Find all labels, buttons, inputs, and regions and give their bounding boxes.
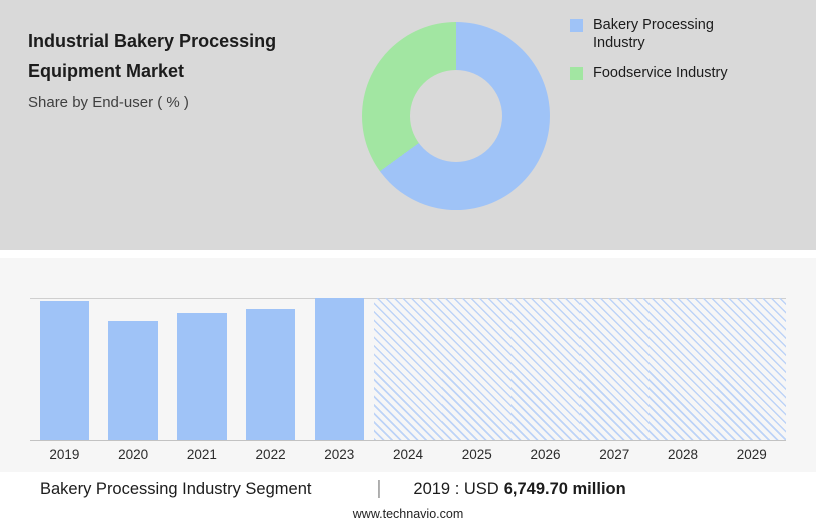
bar-slot-2020 [99, 298, 168, 440]
x-label-2024: 2024 [393, 447, 424, 462]
x-axis-labels: 2019 2020 2021 2022 2023 2024 2025 2026 2027 2028… [30, 447, 786, 462]
legend-swatch-blue-icon [570, 19, 583, 32]
bar-slot-2029 [717, 298, 787, 440]
x-label-2019: 2019 [49, 447, 80, 462]
bar-plot [30, 298, 787, 440]
x-label-2022: 2022 [255, 447, 286, 462]
x-label-2025: 2025 [461, 447, 492, 462]
donut-section: Industrial Bakery Processing Equipment M… [0, 0, 816, 250]
forecast-bar-2025 [442, 298, 512, 440]
donut-chart [362, 22, 550, 210]
website-url: www.technavio.com [352, 507, 464, 521]
x-label-2027: 2027 [599, 447, 630, 462]
x-axis-line [30, 440, 786, 441]
separator: | [376, 478, 382, 499]
bar-chart-section: 2019 2020 2021 2022 2023 2024 2025 2026 2027 2028… [0, 258, 816, 472]
bar-slot-2021 [167, 298, 236, 440]
value-amount: 6,749.70 million [503, 479, 626, 498]
x-label-2023: 2023 [324, 447, 355, 462]
bar-2021 [177, 313, 227, 440]
bar-2022 [245, 309, 296, 440]
bar-2019 [39, 301, 90, 440]
forecast-bar-2024 [373, 298, 443, 440]
x-label-2029: 2029 [736, 447, 767, 462]
donut-hole [410, 70, 502, 162]
bar-slot-2022 [236, 298, 305, 440]
bar-slot-2028 [648, 298, 718, 440]
x-label-2020: 2020 [118, 447, 149, 462]
legend-label-foodservice: Foodservice Industry [593, 65, 728, 82]
legend-label-bakery: Bakery Processing Industry [593, 17, 714, 52]
bar-slot-2019 [30, 298, 99, 440]
bar-slot-2024 [373, 298, 443, 440]
page-title-line-1: Industrial Bakery Processing [28, 31, 277, 51]
legend: Bakery Processing Industry Foodservice I… [570, 16, 758, 94]
legend-item-foodservice: Foodservice Industry [570, 64, 758, 82]
legend-swatch-green-icon [570, 67, 583, 81]
bar-slot-2027 [579, 298, 649, 440]
page-subtitle: Share by End-user ( % ) [28, 94, 189, 111]
forecast-bar-2026 [511, 298, 580, 440]
forecast-bar-2027 [579, 298, 649, 440]
bar-slot-2025 [442, 298, 512, 440]
caption-bar: Bakery Processing Industry Segment | 201… [0, 472, 816, 506]
bar-slot-2023 [305, 298, 374, 440]
x-label-2021: 2021 [186, 447, 217, 462]
page-title-line-2: Equipment Market [28, 61, 185, 81]
forecast-bar-2029 [717, 298, 787, 440]
value-2019: 2019 : USD 6,749.70 million [413, 480, 625, 499]
forecast-bar-2028 [648, 298, 718, 440]
x-label-2026: 2026 [530, 447, 561, 462]
x-label-2028: 2028 [667, 447, 698, 462]
bar-2020 [108, 320, 158, 440]
legend-item-bakery: Bakery Processing Industry [570, 16, 758, 52]
title-block: Industrial Bakery Processing Equipment M… [28, 26, 276, 111]
value-prefix: 2019 : USD [413, 479, 499, 498]
bar-2023 [314, 298, 365, 440]
bar-slot-2026 [511, 298, 580, 440]
segment-label: Bakery Processing Industry Segment [40, 479, 312, 498]
